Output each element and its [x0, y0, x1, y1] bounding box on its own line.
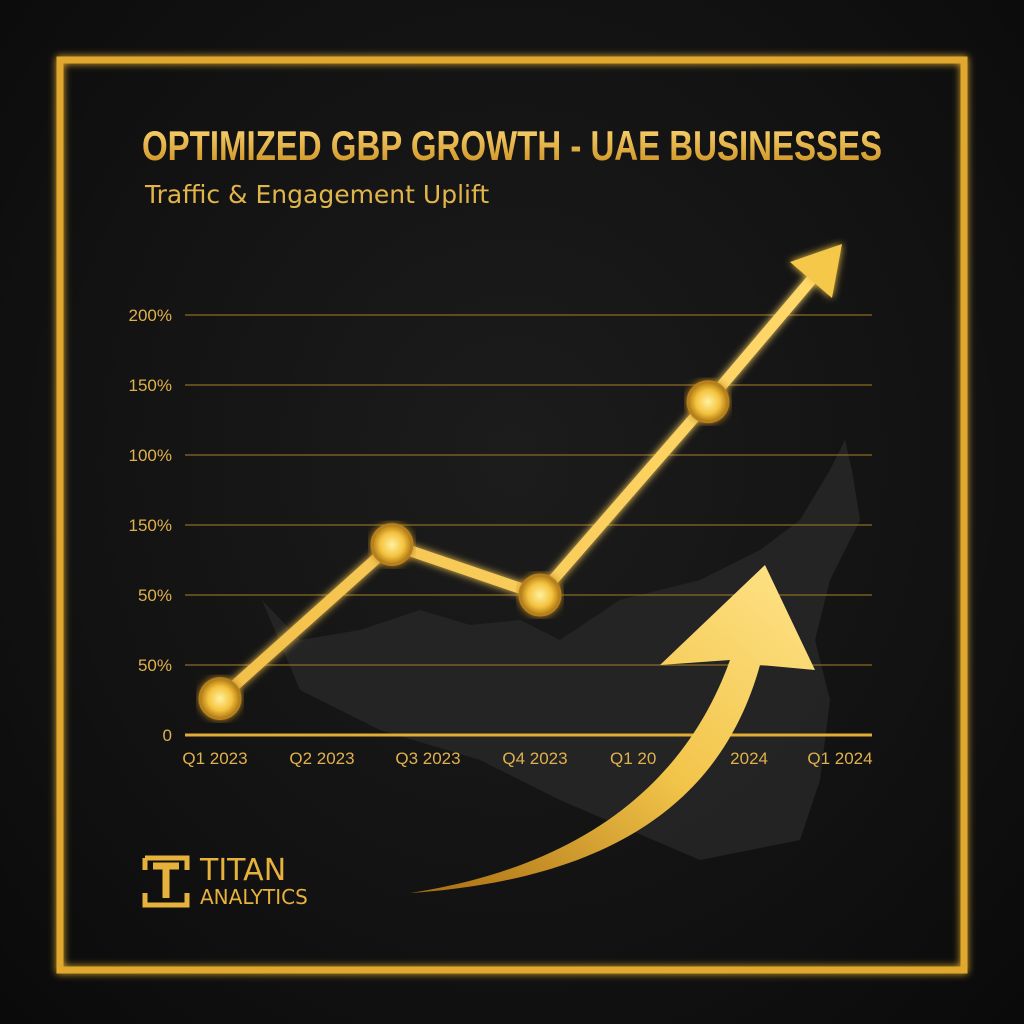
data-point: [518, 573, 562, 617]
x-axis: Q1 2023 Q2 2023 Q3 2023 Q4 2023 Q1 20 2024 Q1 …: [182, 749, 872, 768]
x-tick-label: Q1 2024: [807, 749, 872, 768]
y-axis: 0 50% 50% 150% 100% 150% 200%: [129, 306, 172, 745]
y-tick-label: 150%: [129, 516, 172, 535]
y-tick-label: 200%: [129, 306, 172, 325]
chart-subtitle: Traffic & Engagement Uplift: [144, 180, 489, 209]
y-tick-label: 50%: [138, 656, 172, 675]
x-tick-label: Q1 2023: [182, 749, 247, 768]
logo: TITAN ANALYTICS: [142, 853, 308, 909]
logo-title: TITAN: [199, 853, 286, 888]
data-point: [686, 380, 730, 424]
logo-subtitle: ANALYTICS: [200, 885, 308, 909]
y-tick-label: 150%: [129, 376, 172, 395]
chart-title: OPTIMIZED GBP GROWTH - UAE BUSINESSES: [142, 122, 882, 169]
x-tick-label: 2024: [730, 749, 768, 768]
arrow-head-icon: [790, 244, 842, 298]
x-tick-label: Q1 20: [610, 749, 656, 768]
swoosh-arrow: [410, 565, 815, 893]
data-point: [370, 523, 414, 567]
titan-logo-icon: [142, 855, 190, 908]
y-tick-label: 50%: [138, 586, 172, 605]
x-tick-label: Q2 2023: [289, 749, 354, 768]
x-tick-label: Q4 2023: [502, 749, 567, 768]
x-tick-label: Q3 2023: [395, 749, 460, 768]
y-tick-label: 0: [163, 726, 172, 745]
gold-frame: [56, 56, 968, 974]
data-point: [198, 677, 242, 721]
series-line: [198, 244, 842, 721]
y-tick-label: 100%: [129, 446, 172, 465]
